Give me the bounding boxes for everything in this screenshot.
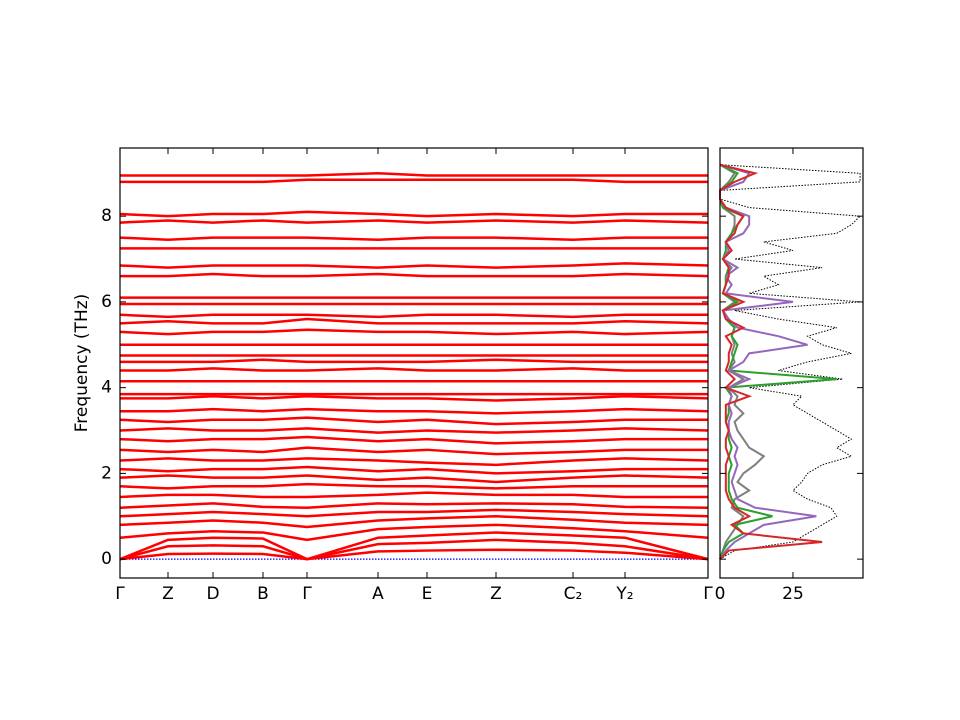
line — [120, 407, 709, 415]
line — [120, 358, 708, 364]
line — [120, 394, 709, 402]
line — [119, 328, 709, 336]
x-tick-label: B — [257, 584, 269, 604]
line — [119, 508, 709, 518]
line — [119, 548, 709, 561]
line — [119, 219, 709, 224]
line — [119, 317, 709, 325]
line — [119, 236, 708, 241]
line — [119, 465, 708, 475]
y-tick-label: 8 — [101, 206, 112, 226]
x-tick-label: Γ — [115, 584, 125, 604]
line — [119, 446, 708, 456]
x-tick-label: D — [206, 584, 219, 604]
line — [119, 457, 709, 467]
line — [119, 416, 708, 426]
line — [120, 178, 708, 184]
x-tick-label: Γ — [703, 584, 713, 604]
line — [119, 313, 708, 319]
line — [119, 262, 709, 269]
line — [119, 491, 708, 499]
line — [119, 482, 708, 490]
line — [120, 272, 709, 278]
line — [119, 474, 709, 484]
axes-frame — [719, 147, 864, 579]
line — [119, 210, 708, 218]
x-tick-label: Y₂ — [615, 584, 633, 604]
x-tick-label: E — [422, 584, 433, 604]
x-tick-label: A — [372, 584, 384, 604]
x-tick-label: Z — [162, 584, 174, 604]
x-tick-label: Γ — [302, 584, 312, 604]
x-tick-label: C₂ — [564, 584, 583, 604]
x-tick-label: Z — [490, 584, 502, 604]
line — [119, 435, 708, 445]
line — [119, 531, 709, 561]
line — [119, 427, 709, 434]
line — [719, 163, 837, 560]
line — [119, 515, 709, 529]
line — [719, 163, 823, 560]
axes-frame — [119, 147, 709, 579]
x-tick-label: 25 — [782, 584, 804, 604]
y-tick-label: 4 — [101, 378, 112, 398]
line — [119, 538, 709, 561]
y-tick-label: 2 — [101, 463, 112, 483]
line — [120, 367, 708, 372]
y-tick-label: 0 — [101, 549, 112, 569]
x-tick-label: 0 — [715, 584, 726, 604]
line — [719, 163, 817, 560]
line — [119, 502, 709, 509]
y-axis-label: Frequency (THz) — [72, 294, 92, 433]
y-tick-label: 6 — [101, 292, 112, 312]
line — [120, 172, 708, 177]
line — [119, 523, 709, 542]
